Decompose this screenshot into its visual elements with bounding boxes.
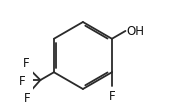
Text: F: F <box>23 57 29 70</box>
Text: F: F <box>19 74 26 87</box>
Text: F: F <box>24 91 30 104</box>
Text: F: F <box>109 89 115 102</box>
Text: OH: OH <box>127 25 145 38</box>
